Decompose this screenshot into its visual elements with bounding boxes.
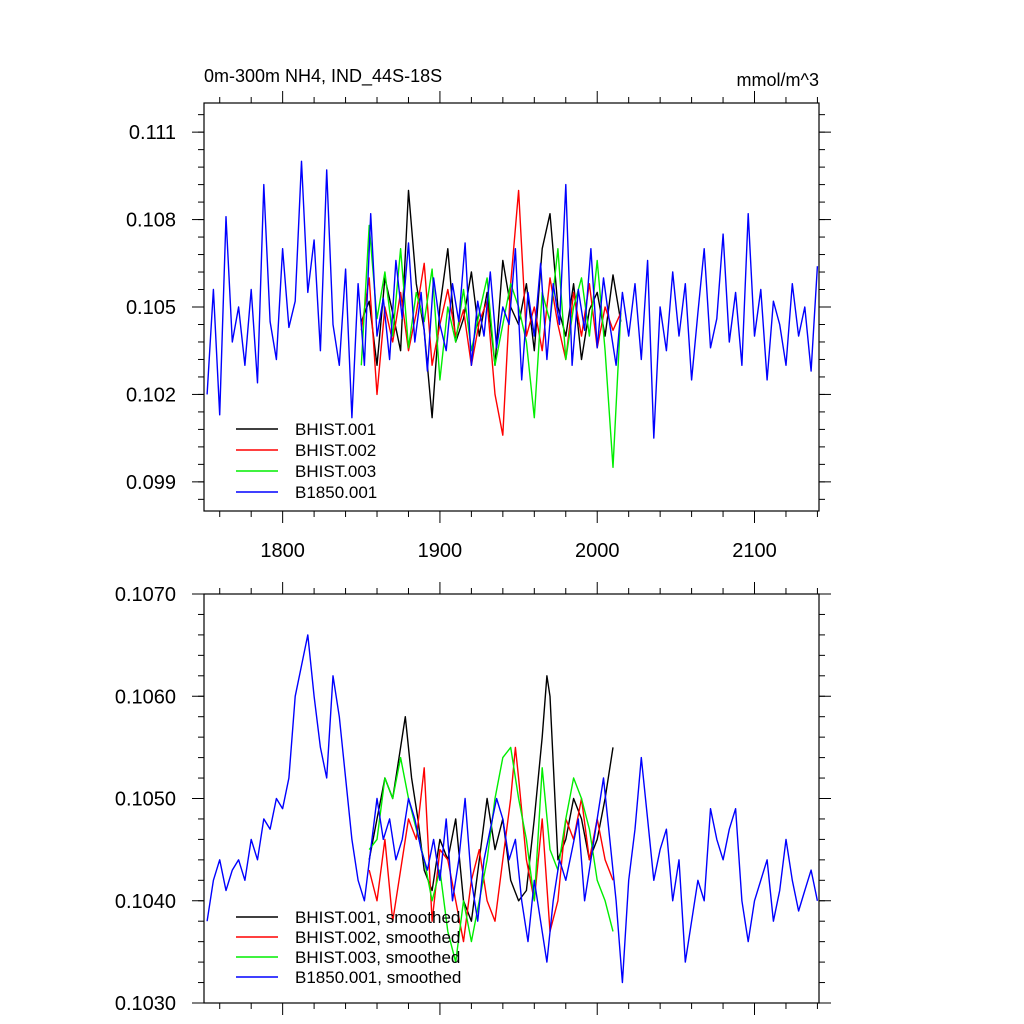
legend-label: BHIST.001	[295, 420, 376, 439]
y-tick-label: 0.102	[126, 384, 176, 406]
x-tick-label: 2000	[575, 540, 620, 562]
series-line-bhist-001	[368, 675, 614, 922]
y-tick-label: 0.099	[126, 472, 176, 494]
series-line-bhist-002	[360, 189, 622, 436]
y-tick-label: 0.108	[126, 210, 176, 232]
legend-label: BHIST.002	[295, 441, 376, 460]
legend-label: BHIST.003	[295, 462, 376, 481]
legend-label: BHIST.001, smoothed	[295, 908, 460, 927]
y-tick-label: 0.1070	[115, 584, 176, 606]
bottom-panel: 0.1030 0.1040 0.1050 0.1060 0.1070 BHIST.001,…	[115, 582, 831, 1015]
top-panel: 0.099 0.102 0.105 0.108 0.111 1800 1900 2000 210…	[126, 91, 831, 562]
x-tick-label: 1800	[260, 540, 305, 562]
legend-label: BHIST.003, smoothed	[295, 948, 460, 967]
x-tick-label: 1900	[418, 540, 463, 562]
x-tick-label: 2100	[732, 540, 777, 562]
y-tick-label: 0.105	[126, 297, 176, 319]
units-label: mmol/m^3	[737, 70, 819, 90]
y-tick-label: 0.111	[129, 122, 176, 144]
y-tick-label: 0.1050	[115, 789, 176, 811]
legend-label: B1850.001	[295, 483, 377, 502]
y-tick-label: 0.1060	[115, 686, 176, 708]
series-line-b1850-001	[206, 634, 819, 984]
series-line-b1850-001	[206, 160, 819, 439]
legend-label: B1850.001, smoothed	[295, 968, 461, 987]
y-tick-label: 0.1040	[115, 891, 176, 913]
y-tick-label: 0.1030	[115, 993, 176, 1015]
chart-title-left: 0m-300m NH4, IND_44S-18S	[204, 66, 442, 87]
legend-label: BHIST.002, smoothed	[295, 928, 460, 947]
series-line-bhist-002	[368, 746, 614, 943]
